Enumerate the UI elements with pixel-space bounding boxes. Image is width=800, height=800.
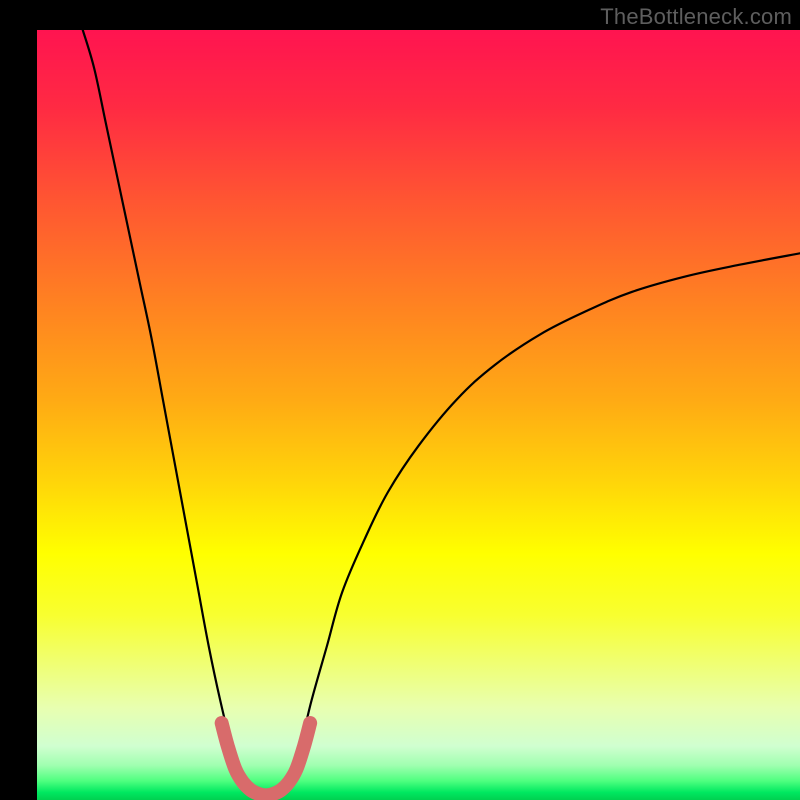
watermark-text: TheBottleneck.com — [600, 4, 792, 30]
plot-svg — [37, 30, 800, 800]
plot-area — [37, 30, 800, 800]
gradient-background — [37, 30, 800, 800]
chart-frame: TheBottleneck.com — [0, 0, 800, 800]
